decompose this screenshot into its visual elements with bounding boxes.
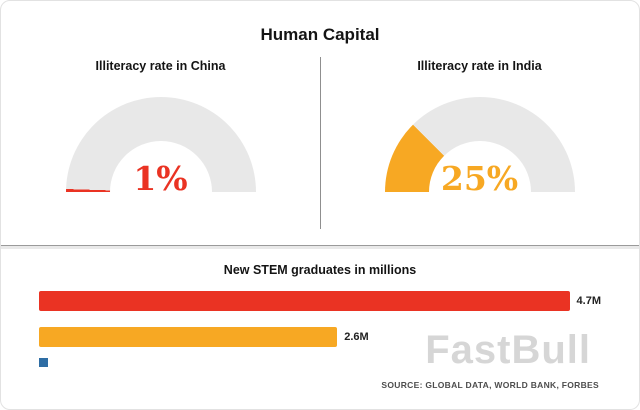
bar-orange-value-label: 2.6M bbox=[344, 331, 369, 343]
gauge-china: 1% bbox=[65, 97, 256, 193]
bar-red bbox=[39, 291, 570, 311]
bar-chart-title: New STEM graduates in millions bbox=[223, 263, 417, 277]
gauge-india-value: 25% bbox=[440, 159, 519, 193]
page-title: Human Capital bbox=[260, 25, 380, 44]
gauge-block-china: Illiteracy rate in China 1% bbox=[1, 55, 320, 237]
gauge-india-title: Illiteracy rate in India bbox=[417, 59, 542, 73]
gauge-china-title: Illiteracy rate in China bbox=[95, 59, 226, 73]
horizontal-divider bbox=[1, 245, 639, 249]
blue-logo-mark bbox=[39, 358, 48, 367]
gauge-section: Illiteracy rate in China 1% Illiteracy r… bbox=[1, 55, 639, 237]
source-attribution: SOURCE: GLOBAL DATA, WORLD BANK, FORBES bbox=[381, 380, 599, 390]
vertical-divider bbox=[320, 57, 321, 229]
gauge-china-value: 1% bbox=[133, 159, 188, 193]
bar-chart-section: New STEM graduates in millions 4.7M 2.6M bbox=[1, 249, 639, 347]
bar-red-value-label: 4.7M bbox=[576, 295, 601, 307]
gauge-india: 25% bbox=[384, 97, 575, 193]
bar-row-stem-red: 4.7M bbox=[39, 291, 601, 311]
gauge-block-india: Illiteracy rate in India 25% bbox=[320, 55, 639, 237]
bar-orange bbox=[39, 327, 338, 347]
bar-row-stem-orange: 2.6M bbox=[39, 327, 601, 347]
